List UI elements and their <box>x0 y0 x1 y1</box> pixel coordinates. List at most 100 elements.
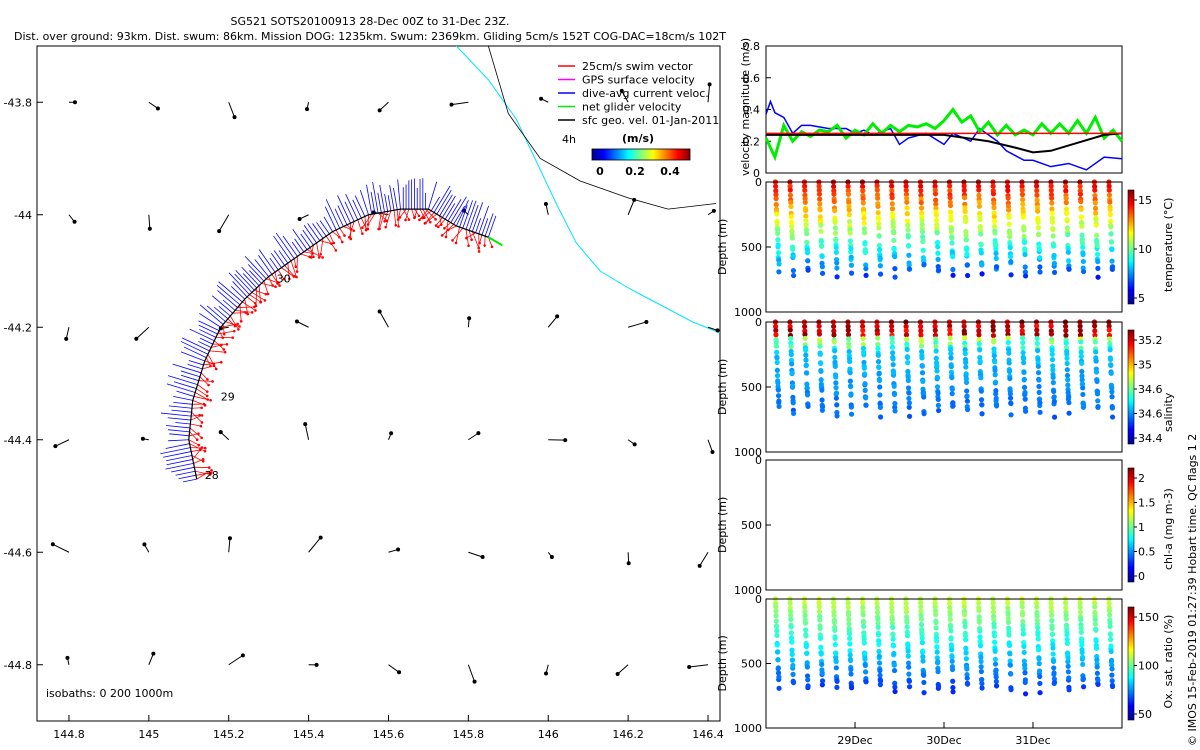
data-point <box>1095 274 1101 280</box>
data-point <box>847 641 853 647</box>
data-point <box>920 378 926 385</box>
swim-vector <box>258 285 261 303</box>
sfc-vector-head <box>65 655 70 660</box>
data-point <box>949 240 955 246</box>
swim-vector <box>452 227 464 241</box>
data-point <box>1005 323 1011 329</box>
sfc-vector-head <box>644 319 649 324</box>
swim-vector-head <box>490 245 494 249</box>
swim-vector-head <box>246 312 250 316</box>
colorbar-tick-label: 15 <box>1138 194 1152 207</box>
data-point <box>1007 245 1013 251</box>
data-point <box>788 616 794 622</box>
data-point <box>932 332 939 338</box>
data-point <box>846 631 853 637</box>
dac-vector <box>160 447 191 455</box>
data-point <box>788 351 794 358</box>
data-point <box>1092 332 1098 338</box>
swim-vector <box>310 245 314 258</box>
map-xtick-label: 146.2 <box>612 728 644 741</box>
data-point <box>874 323 880 329</box>
data-point <box>1109 683 1116 690</box>
figure-subtitle: Dist. over ground: 93km. Dist. swum: 86k… <box>14 30 726 43</box>
swim-vector-head <box>334 249 338 252</box>
data-point <box>904 619 910 625</box>
data-point <box>1080 402 1087 408</box>
data-point <box>875 620 881 626</box>
data-point <box>891 650 897 657</box>
data-point <box>1092 200 1098 206</box>
data-point <box>876 364 882 370</box>
data-point <box>1036 668 1043 674</box>
data-point <box>832 363 838 370</box>
velocity-ytick-label: 0.8 <box>743 40 761 53</box>
data-point <box>891 383 897 389</box>
data-point <box>787 187 793 193</box>
data-point <box>790 267 796 274</box>
data-point <box>818 644 824 650</box>
swim-vector-head <box>407 218 411 221</box>
copyright-note: © IMOS 15-Feb-2019 01:27:39 Hobart time.… <box>1186 433 1199 746</box>
data-point <box>1020 618 1026 625</box>
swim-vector-head <box>276 282 279 285</box>
data-point <box>1108 239 1115 245</box>
data-point <box>964 272 971 279</box>
data-point <box>964 681 971 687</box>
data-point <box>861 211 867 217</box>
data-point <box>1020 345 1026 351</box>
swim-vector <box>367 213 376 225</box>
data-point <box>846 218 853 225</box>
data-point <box>1065 245 1071 252</box>
velocity-axes-box <box>765 45 1123 174</box>
data-point <box>921 394 927 400</box>
data-point <box>773 202 779 208</box>
sfc-vector-head <box>53 444 58 449</box>
data-point <box>935 402 941 408</box>
data-point <box>1006 207 1012 213</box>
data-point <box>1006 360 1012 366</box>
data-point <box>1035 636 1041 642</box>
data-point <box>976 323 982 329</box>
swim-vector <box>196 388 208 397</box>
swim-vector-head <box>312 255 315 259</box>
swim-vector <box>348 221 355 238</box>
data-point <box>934 655 940 661</box>
swim-vector-head <box>214 367 218 371</box>
data-point <box>1050 226 1056 233</box>
data-point <box>919 363 925 369</box>
data-point <box>904 354 911 361</box>
data-point <box>877 255 883 261</box>
data-point <box>978 668 984 675</box>
data-point <box>978 388 984 394</box>
data-point <box>993 403 1000 409</box>
data-point <box>834 265 840 271</box>
data-point <box>1050 658 1057 665</box>
data-point <box>1063 340 1069 346</box>
data-point <box>903 605 909 611</box>
data-point <box>845 191 852 197</box>
data-point <box>863 395 869 401</box>
data-point <box>890 224 896 230</box>
data-point <box>1065 249 1071 255</box>
data-point <box>1108 643 1114 649</box>
data-point <box>889 201 895 207</box>
swim-vector-head <box>222 348 226 351</box>
data-point <box>918 192 924 198</box>
sfc-vector-head <box>303 422 308 427</box>
data-point <box>1005 600 1011 606</box>
swim-vector <box>277 269 285 280</box>
data-point <box>961 600 967 606</box>
time-xtick-label: 29Dec <box>837 734 872 747</box>
dac-vector <box>387 195 392 211</box>
dac-vector <box>300 233 311 248</box>
data-point <box>831 198 837 205</box>
swim-vector-head <box>398 216 402 219</box>
swim-vector <box>405 209 410 221</box>
data-point <box>932 187 938 193</box>
data-point <box>962 633 969 639</box>
dac-vector <box>175 422 191 425</box>
sfc-vector-head <box>72 100 77 105</box>
data-point <box>1080 268 1087 275</box>
swim-vector-head <box>483 244 486 247</box>
data-point <box>803 642 810 649</box>
